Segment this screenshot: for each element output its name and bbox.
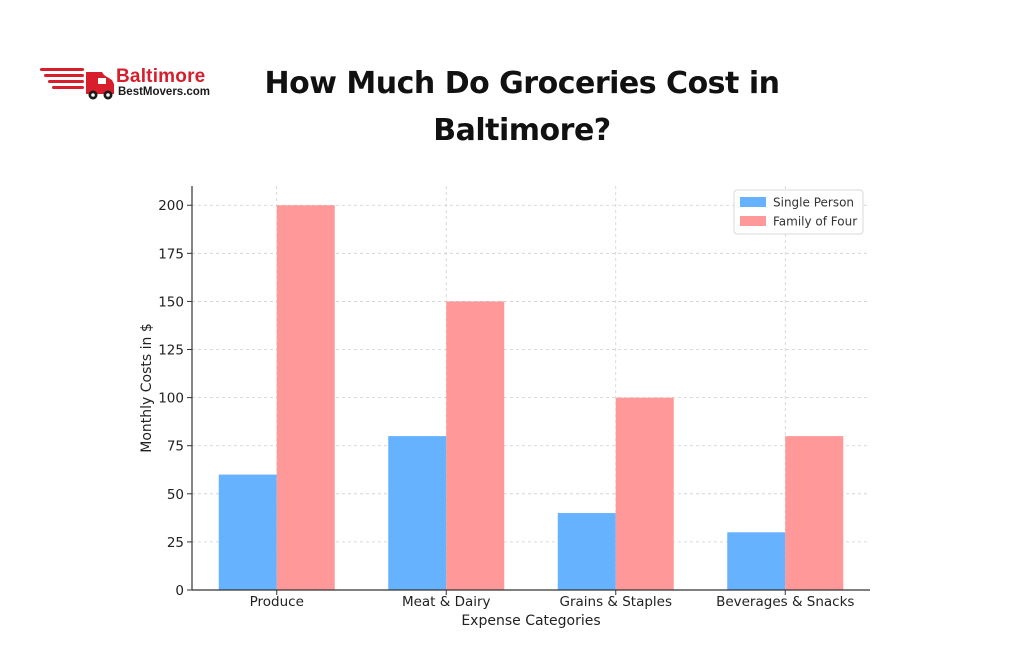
y-tick-label: 150 xyxy=(158,294,184,310)
y-tick-label: 75 xyxy=(167,439,184,455)
x-tick-label: Beverages & Snacks xyxy=(716,594,854,610)
x-tick-label: Meat & Dairy xyxy=(402,594,491,610)
bar-single-person-3 xyxy=(727,532,786,590)
legend-label: Family of Four xyxy=(773,215,857,229)
legend-label: Single Person xyxy=(773,196,854,210)
page-title: How Much Do Groceries Cost in Baltimore? xyxy=(264,66,780,148)
legend-box xyxy=(733,189,864,235)
x-tick-label: Grains & Staples xyxy=(559,594,672,610)
tick-labels: 0 25 50 75 100 125 150 175 200 Produce Meat & Dair… xyxy=(158,198,854,610)
y-tick-label: 175 xyxy=(158,246,184,262)
bar-single-person-2 xyxy=(557,513,616,590)
logo: Baltimore BestMovers.com xyxy=(38,62,228,106)
moving-truck-icon xyxy=(40,68,114,100)
legend-swatch xyxy=(740,216,766,226)
x-axis-label: Expense Categories xyxy=(461,613,600,629)
bar-family-of-four-1 xyxy=(446,301,505,590)
y-tick-label: 200 xyxy=(158,198,184,214)
bar-single-person-1 xyxy=(388,436,447,590)
y-tick-label: 0 xyxy=(175,583,184,599)
y-tick-label: 50 xyxy=(167,487,184,503)
bar-family-of-four-3 xyxy=(785,436,844,590)
logo-subtext: BestMovers.com xyxy=(118,86,211,98)
bar-family-of-four-0 xyxy=(276,205,335,590)
bars xyxy=(218,205,844,590)
bar-single-person-0 xyxy=(218,474,277,590)
bar-family-of-four-2 xyxy=(615,397,674,590)
logo-text: Baltimore xyxy=(116,66,206,87)
legend-swatch xyxy=(740,197,766,207)
legend: Single Person Family of Four xyxy=(733,189,864,235)
y-tick-label: 25 xyxy=(167,535,184,551)
x-tick-label: Produce xyxy=(250,594,304,610)
y-tick-label: 125 xyxy=(158,343,184,359)
y-tick-label: 100 xyxy=(158,391,184,407)
y-axis-label: Monthly Costs in $ xyxy=(139,323,155,453)
